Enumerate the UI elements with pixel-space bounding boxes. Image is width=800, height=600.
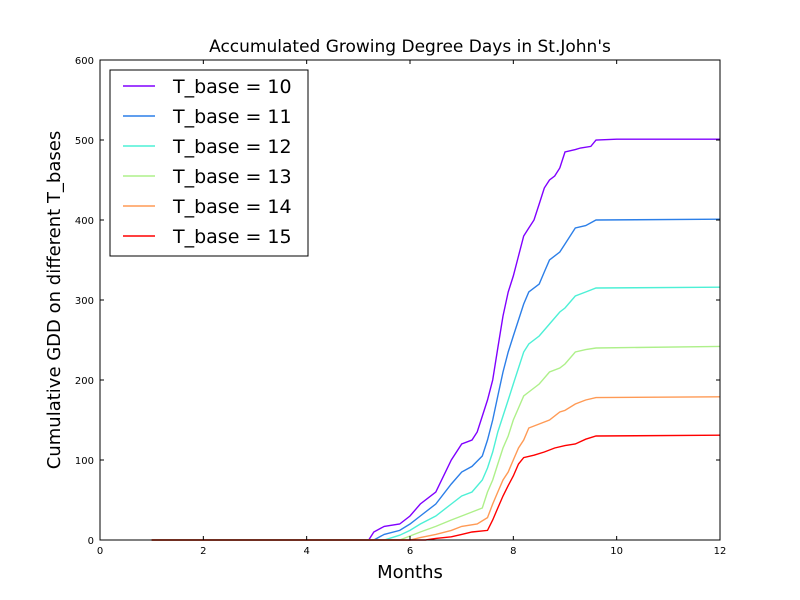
x-tick-label: 4 [303,546,309,557]
x-tick-label: 8 [510,546,516,557]
y-tick-label: 400 [75,216,94,227]
legend-label: T_base = 15 [172,226,292,248]
legend-box [109,69,309,257]
series-line-tbase-14 [151,396,721,541]
x-tick-label: 6 [407,546,413,557]
x-tick-label: 0 [97,546,103,557]
legend-label: T_base = 12 [172,136,292,158]
legend-label: T_base = 14 [172,196,292,218]
series-line-tbase-10 [151,138,720,541]
chart-title: Accumulated Growing Degree Days in St.Jo… [209,37,611,57]
y-tick-label: 300 [75,296,94,307]
series-line-tbase-13 [151,345,721,541]
legend-label: T_base = 10 [172,76,292,98]
y-tick-label: 600 [75,56,94,67]
legend-label: T_base = 13 [172,166,292,188]
y-axis-label: Cumulative GDD on different T_bases [44,131,65,469]
series-line-tbase-15 [151,434,721,541]
x-tick-label: 2 [200,546,206,557]
x-tick-label: 10 [610,546,623,557]
x-tick-label: 12 [714,546,727,557]
y-tick-label: 100 [75,456,94,467]
y-tick-label: 200 [75,376,94,387]
y-tick-label: 0 [88,536,94,547]
y-axis: 0 100 200 300 400 500 600 [75,56,720,547]
y-tick-label: 500 [75,136,94,147]
series-line-tbase-12 [151,286,721,541]
legend: T_base = 10 T_base = 11 T_base = 12 T_base … [109,69,309,257]
x-axis: 0 2 4 6 8 10 12 [97,60,727,557]
x-axis-label: Months [377,562,443,583]
series-line-tbase-11 [151,218,721,541]
legend-label: T_base = 11 [172,106,292,128]
plot-area [151,138,721,541]
